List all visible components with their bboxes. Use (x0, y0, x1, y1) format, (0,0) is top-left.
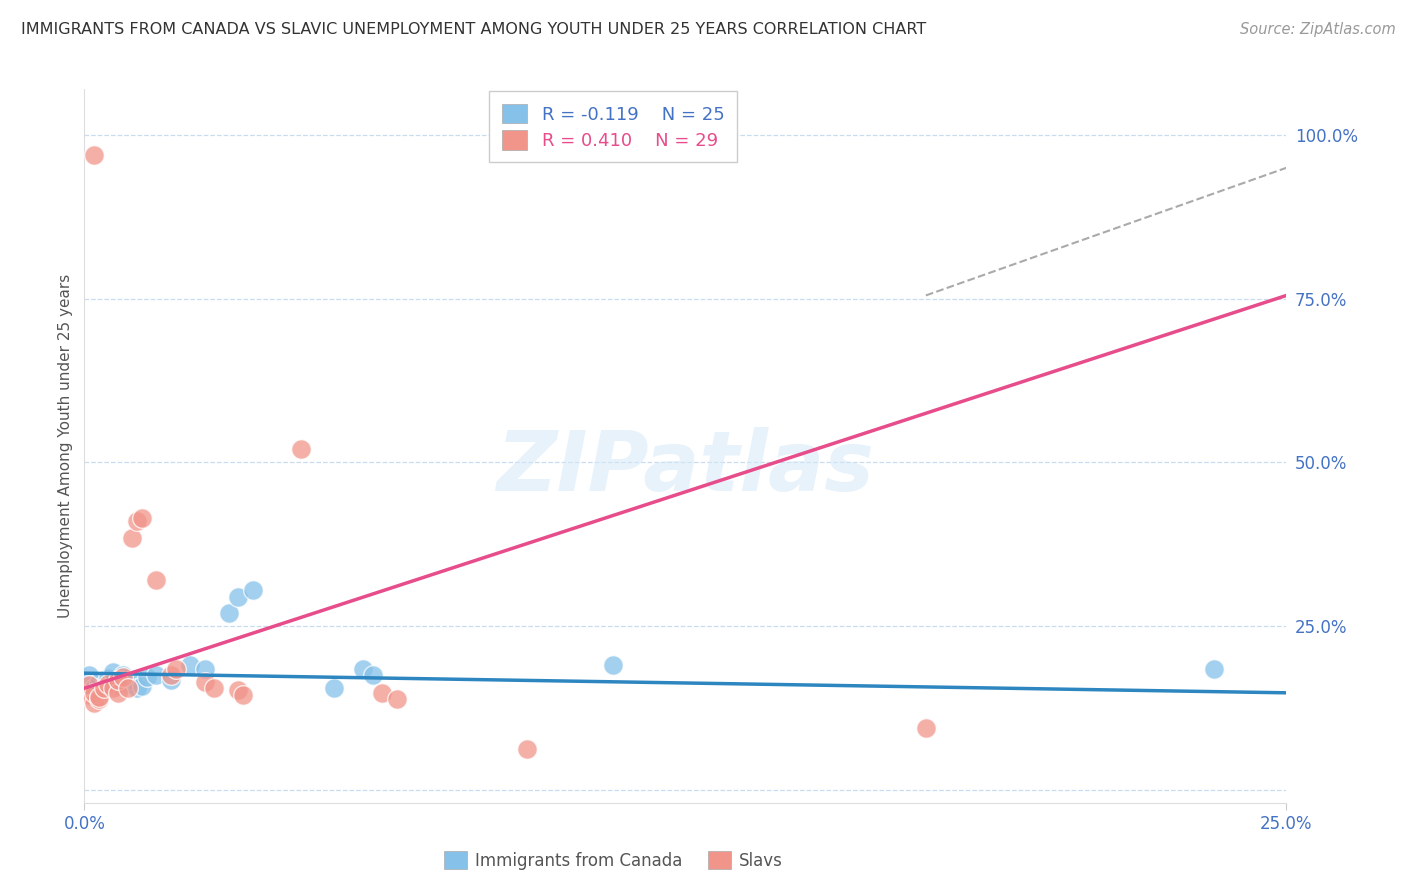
Point (242, 582, 264, 597)
Point (107, 686, 129, 700)
Text: ZIPatlas: ZIPatlas (496, 427, 875, 508)
Point (127, 681, 149, 696)
Point (93, 681, 115, 696)
Point (135, 670, 157, 684)
Point (226, 590, 249, 604)
Point (145, 668, 167, 682)
Text: Source: ZipAtlas.com: Source: ZipAtlas.com (1240, 22, 1396, 37)
Point (160, 673, 183, 687)
Point (103, 665, 125, 679)
Point (915, 721, 938, 735)
Point (194, 674, 217, 689)
Point (179, 658, 201, 673)
Point (323, 681, 346, 696)
Point (83, 147, 105, 161)
Point (131, 679, 153, 693)
Point (97, 672, 120, 686)
Point (194, 662, 217, 676)
Point (385, 692, 408, 706)
Point (226, 683, 249, 698)
Point (111, 668, 134, 682)
Point (87, 690, 110, 704)
Point (77, 678, 100, 692)
Y-axis label: Unemployment Among Youth under 25 years: Unemployment Among Youth under 25 years (58, 274, 73, 618)
Point (602, 658, 624, 673)
Point (77, 688, 100, 702)
Point (117, 681, 139, 696)
Point (87, 674, 110, 689)
Point (202, 681, 225, 696)
Point (97, 676, 120, 690)
Point (127, 514, 149, 528)
Point (117, 676, 139, 690)
Point (1204, 662, 1226, 676)
Point (77, 668, 100, 682)
Point (83, 696, 105, 710)
Point (290, 442, 312, 457)
Point (516, 742, 538, 756)
Legend: Immigrants from Canada, Slavs: Immigrants from Canada, Slavs (437, 845, 790, 877)
Point (93, 678, 115, 692)
Point (165, 662, 187, 676)
Point (352, 662, 374, 676)
Point (107, 673, 129, 687)
Text: IMMIGRANTS FROM CANADA VS SLAVIC UNEMPLOYMENT AMONG YOUTH UNDER 25 YEARS CORRELA: IMMIGRANTS FROM CANADA VS SLAVIC UNEMPLO… (21, 22, 927, 37)
Point (103, 681, 125, 696)
Point (131, 511, 153, 525)
Point (87, 692, 110, 706)
Point (145, 573, 167, 587)
Point (121, 673, 143, 687)
Point (121, 531, 143, 545)
Point (111, 670, 134, 684)
Point (107, 679, 129, 693)
Point (361, 668, 384, 682)
Point (232, 688, 254, 702)
Point (218, 606, 240, 620)
Point (371, 686, 394, 700)
Point (160, 668, 183, 682)
Point (83, 681, 105, 696)
Point (83, 686, 105, 700)
